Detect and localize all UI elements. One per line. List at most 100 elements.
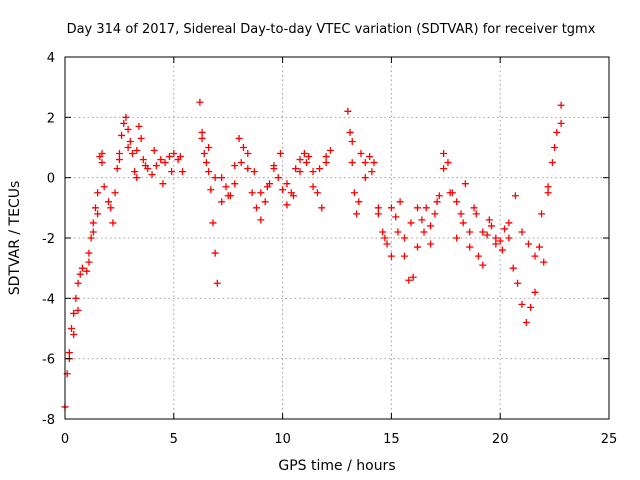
data-point bbox=[544, 183, 552, 191]
chart-title: Day 314 of 2017, Sidereal Day-to-day VTE… bbox=[67, 22, 596, 37]
data-point bbox=[326, 147, 334, 155]
data-point bbox=[231, 162, 239, 170]
data-point bbox=[400, 234, 408, 242]
data-point bbox=[368, 168, 376, 176]
data-point bbox=[322, 153, 330, 161]
data-point bbox=[70, 309, 78, 317]
data-point bbox=[522, 318, 530, 326]
data-point bbox=[414, 243, 422, 251]
data-point bbox=[72, 294, 80, 302]
data-point bbox=[213, 279, 221, 287]
data-point bbox=[531, 288, 539, 296]
data-point bbox=[98, 159, 106, 167]
x-tick-label: 10 bbox=[274, 432, 291, 447]
data-point bbox=[115, 156, 123, 164]
data-point bbox=[361, 159, 369, 167]
data-point bbox=[350, 189, 358, 197]
data-point bbox=[118, 131, 126, 139]
data-point bbox=[474, 252, 482, 260]
data-point bbox=[492, 240, 500, 248]
data-point bbox=[422, 204, 430, 212]
data-point bbox=[198, 134, 206, 142]
data-point bbox=[283, 201, 291, 209]
x-axis-label: GPS time / hours bbox=[278, 458, 395, 474]
data-point bbox=[137, 134, 145, 142]
data-point bbox=[152, 162, 160, 170]
data-point bbox=[405, 276, 413, 284]
data-point bbox=[492, 234, 500, 242]
data-point bbox=[135, 122, 143, 130]
data-points bbox=[61, 98, 565, 411]
data-point bbox=[505, 234, 513, 242]
data-point bbox=[74, 306, 82, 314]
data-point bbox=[496, 237, 504, 245]
data-point bbox=[94, 189, 102, 197]
y-tick-label: -8 bbox=[42, 413, 55, 428]
data-point bbox=[361, 174, 369, 182]
data-point bbox=[322, 159, 330, 167]
data-point bbox=[453, 234, 461, 242]
data-point bbox=[113, 165, 121, 173]
data-point bbox=[538, 210, 546, 218]
y-tick-labels: -8 -6 -4 -2 0 2 4 bbox=[42, 51, 55, 428]
data-point bbox=[126, 137, 134, 145]
data-point bbox=[68, 325, 76, 332]
data-point bbox=[440, 150, 448, 158]
data-point bbox=[94, 210, 102, 218]
data-point bbox=[472, 210, 480, 218]
data-point bbox=[237, 159, 245, 167]
data-point bbox=[527, 303, 535, 311]
data-point bbox=[518, 228, 526, 236]
data-point bbox=[357, 150, 365, 158]
data-point bbox=[479, 228, 487, 236]
data-point bbox=[261, 198, 269, 206]
data-point bbox=[427, 222, 435, 230]
data-point bbox=[111, 189, 119, 197]
y-tick-label: -4 bbox=[42, 292, 55, 307]
data-point bbox=[514, 279, 522, 287]
data-point bbox=[107, 204, 115, 212]
data-point bbox=[211, 249, 219, 257]
x-tick-label: 15 bbox=[383, 432, 400, 447]
data-point bbox=[457, 210, 465, 218]
data-point bbox=[176, 153, 184, 161]
data-point bbox=[446, 189, 454, 197]
data-point bbox=[157, 156, 165, 164]
data-point bbox=[346, 128, 354, 136]
data-point bbox=[70, 331, 78, 339]
data-point bbox=[274, 174, 282, 182]
data-point bbox=[440, 165, 448, 173]
data-point bbox=[557, 119, 565, 127]
tick-marks bbox=[64, 56, 610, 420]
data-point bbox=[300, 150, 308, 158]
data-point bbox=[544, 189, 552, 197]
data-point bbox=[161, 159, 169, 167]
data-point bbox=[211, 174, 219, 182]
data-point bbox=[487, 222, 495, 230]
data-point bbox=[505, 219, 513, 227]
data-point bbox=[139, 156, 147, 164]
data-point bbox=[309, 168, 317, 176]
data-point bbox=[524, 240, 532, 248]
data-point bbox=[159, 180, 167, 188]
data-point bbox=[209, 219, 217, 227]
data-point bbox=[89, 219, 97, 227]
y-tick-label: 4 bbox=[47, 51, 55, 66]
data-point bbox=[511, 192, 519, 200]
data-point bbox=[459, 219, 467, 227]
data-point bbox=[85, 258, 93, 266]
data-point bbox=[252, 204, 260, 212]
data-point bbox=[248, 189, 256, 197]
data-point bbox=[65, 349, 73, 357]
data-point bbox=[318, 204, 326, 212]
data-point bbox=[540, 258, 548, 266]
data-point bbox=[115, 150, 123, 158]
y-tick-label: 2 bbox=[47, 111, 55, 126]
data-point bbox=[479, 261, 487, 269]
data-point bbox=[466, 243, 474, 251]
data-point bbox=[374, 204, 382, 212]
data-point bbox=[150, 147, 158, 155]
data-point bbox=[383, 240, 391, 248]
data-point bbox=[370, 159, 378, 167]
